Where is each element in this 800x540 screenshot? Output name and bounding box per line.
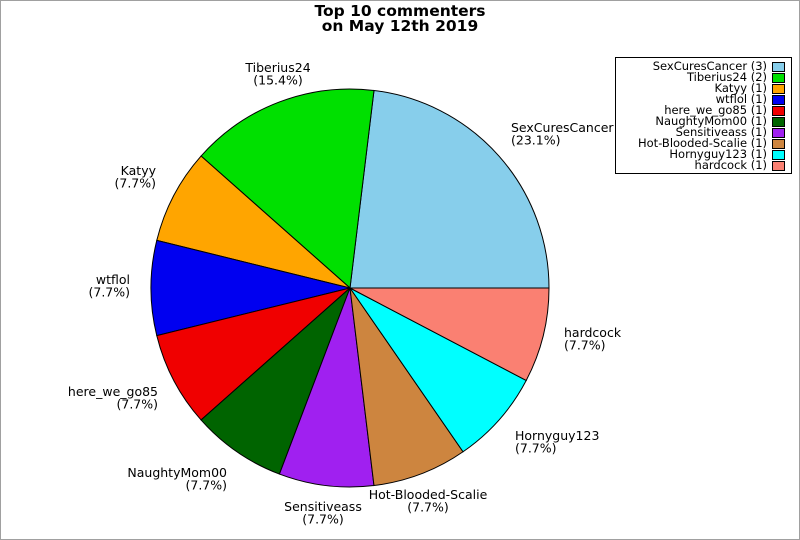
slice-label-naughtymom00: NaughtyMom00 (7.7%) (127, 465, 227, 493)
pie-slice-tiberius24 (200, 88, 375, 290)
legend-item-label: Katyy (1) (714, 81, 767, 95)
pie-slice-hardcock (349, 287, 550, 382)
legend-item-tiberius24: Tiberius24 (2) (620, 70, 785, 84)
chart-title: Top 10 commenters on May 12th 2019 (314, 2, 486, 35)
legend-color-swatch (772, 160, 785, 171)
slice-label-sexcurescancer: SexCuresCancer (23.1%) (511, 120, 614, 148)
pie-slice-wtflol (150, 239, 351, 337)
legend-item-label: Sensitiveass (1) (675, 125, 767, 139)
legend-item-katyy: Katyy (1) (620, 81, 785, 95)
legend-item-label: here_we_go85 (1) (664, 103, 767, 117)
legend-item-label: Hornyguy123 (1) (669, 147, 767, 161)
pie-slice-sensitiveass (278, 287, 375, 488)
legend-color-swatch (772, 83, 785, 94)
legend-color-swatch (772, 94, 785, 105)
legend-item-label: NaughtyMom00 (1) (655, 114, 767, 128)
slice-label-hot-blooded-scalie: Hot-Blooded-Scalie (7.7%) (369, 487, 488, 515)
pie-slice-katyy (156, 155, 351, 289)
legend-color-swatch (772, 61, 785, 72)
legend-item-hot-blooded-scalie: Hot-Blooded-Scalie (1) (620, 136, 785, 150)
slice-label-here_we_go85: here_we_go85 (7.7%) (68, 384, 158, 412)
slice-label-hornyguy123: Hornyguy123 (7.7%) (515, 428, 599, 456)
pie-slice-here_we_go85 (156, 287, 351, 421)
legend-item-here_we_go85: here_we_go85 (1) (620, 103, 785, 117)
legend-color-swatch (772, 149, 785, 160)
slice-label-sensitiveass: Sensitiveass (7.7%) (284, 499, 362, 527)
pie-slice-hornyguy123 (349, 287, 527, 453)
legend-item-naughtymom00: NaughtyMom00 (1) (620, 114, 785, 128)
legend-color-swatch (772, 116, 785, 127)
legend-item-label: Hot-Blooded-Scalie (1) (638, 136, 767, 150)
legend-item-label: hardcock (1) (694, 158, 767, 172)
pie-slice-naughtymom00 (200, 287, 351, 475)
legend-color-swatch (772, 105, 785, 116)
pie-slice-sexcurescancer (349, 89, 550, 289)
legend-item-wtflol: wtflol (1) (620, 92, 785, 106)
pie-slice-hot-blooded-scalie (349, 287, 464, 487)
slice-label-hardcock: hardcock (7.7%) (564, 325, 622, 353)
legend-item-sexcurescancer: SexCuresCancer (3) (620, 59, 785, 73)
legend-item-sensitiveass: Sensitiveass (1) (620, 125, 785, 139)
legend-item-hardcock: hardcock (1) (620, 158, 785, 172)
slice-label-wtflol: wtflol (7.7%) (88, 272, 130, 300)
legend-item-label: Tiberius24 (2) (686, 70, 767, 84)
slice-label-tiberius24: Tiberius24 (15.4%) (244, 60, 310, 88)
legend-color-swatch (772, 138, 785, 149)
legend-color-swatch (772, 127, 785, 138)
legend-color-swatch (772, 72, 785, 83)
legend-item-hornyguy123: Hornyguy123 (1) (620, 147, 785, 161)
legend-box: SexCuresCancer (3) Tiberius24 (2) Katyy (1… (615, 57, 792, 174)
legend-item-label: SexCuresCancer (3) (652, 59, 767, 73)
legend-item-label: wtflol (1) (715, 92, 767, 106)
slice-label-katyy: Katyy (7.7%) (114, 163, 156, 191)
